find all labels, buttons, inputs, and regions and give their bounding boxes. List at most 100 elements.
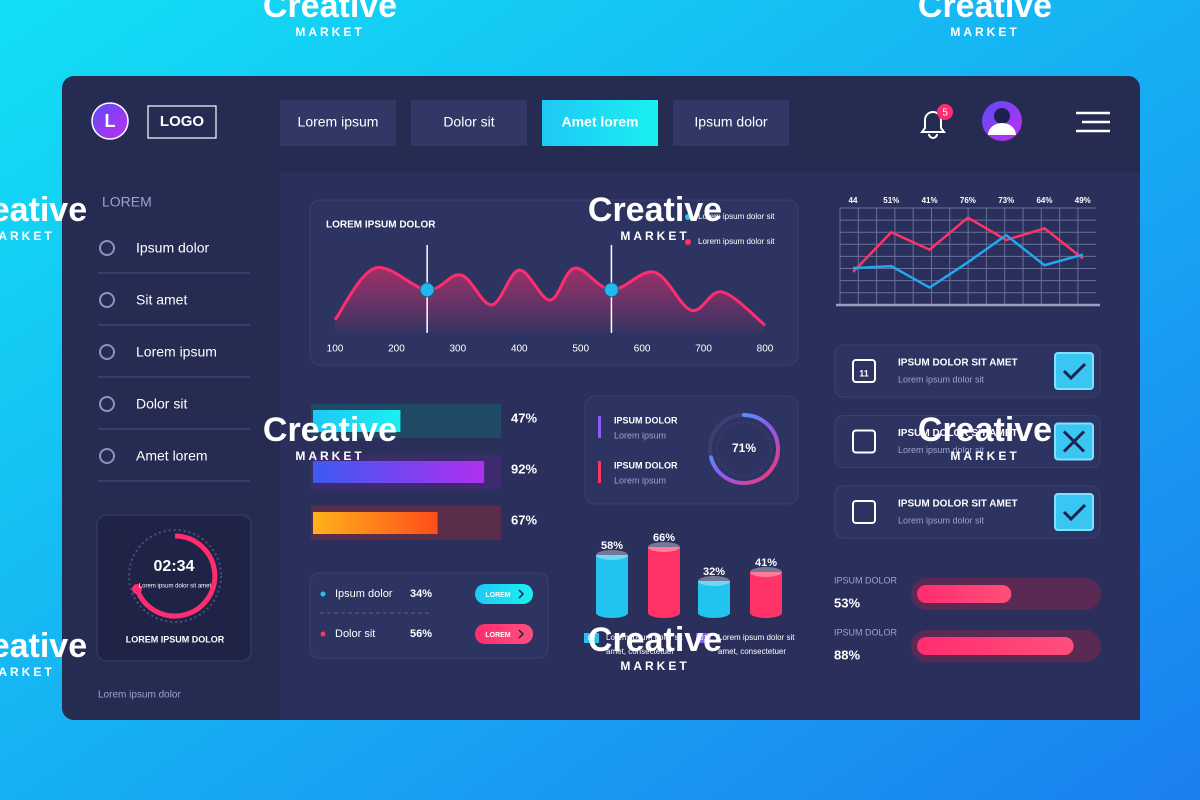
watermark-sub: MARKET <box>620 659 689 673</box>
watermark-sub: MARKET <box>950 25 1019 39</box>
row-label: Ipsum dolor <box>335 588 393 600</box>
marker-dot <box>419 282 435 298</box>
item-title: IPSUM DOLOR <box>614 415 678 425</box>
legend-badge-text: 01 <box>700 635 708 642</box>
watermark: Creative <box>918 0 1052 25</box>
cylinder-top <box>698 576 730 586</box>
column-label: 41% <box>922 196 938 205</box>
clock-card <box>96 514 252 662</box>
nav-tab[interactable] <box>542 100 658 146</box>
sidebar-item[interactable]: Sit amet <box>136 292 187 308</box>
task-checkbox[interactable] <box>1054 352 1094 390</box>
row-value: 34% <box>410 588 432 600</box>
column-label: 44 <box>849 196 858 205</box>
watermark-sub: MARKET <box>295 449 364 463</box>
nav-tab[interactable] <box>673 100 789 146</box>
column-label: 49% <box>1075 196 1091 205</box>
task-icon <box>852 429 876 454</box>
row-button-arrow <box>518 629 525 639</box>
avatar-head <box>994 108 1010 124</box>
check-mark <box>1062 362 1087 381</box>
check-mark <box>1062 503 1087 522</box>
sidebar-heading: LOREM <box>102 194 152 210</box>
line-series <box>852 233 1084 290</box>
row-label: Dolor sit <box>335 628 375 640</box>
x-tick-label: 800 <box>757 344 774 355</box>
column-label: 64% <box>1036 196 1052 205</box>
cylinder <box>698 581 730 613</box>
watermark-sub: MARKET <box>0 229 55 243</box>
cylinder-label: 41% <box>755 557 777 569</box>
level-bar <box>917 585 1012 603</box>
legend-label: Lorem ipsum dolor sit <box>698 237 775 246</box>
nav-tab[interactable] <box>411 100 527 146</box>
nav-tab-label: Ipsum dolor <box>694 114 767 130</box>
level-value: 53% <box>834 595 860 610</box>
x-tick-label: 500 <box>572 344 589 355</box>
progress-label: 47% <box>511 410 537 425</box>
sidebar-icon <box>99 396 115 412</box>
watermark: Creative <box>263 0 397 25</box>
legend-badge <box>696 633 711 643</box>
cylinder-label: 58% <box>601 540 623 552</box>
clock-dot <box>132 584 142 594</box>
row-value: 56% <box>410 628 432 640</box>
row-dot <box>320 591 326 597</box>
column-label: 73% <box>998 196 1014 205</box>
item-accent <box>598 461 601 483</box>
row-dot <box>320 631 326 637</box>
x-tick-label: 600 <box>634 344 651 355</box>
logo-box <box>147 105 217 139</box>
watermark: Creative <box>918 411 1052 449</box>
bell-icon[interactable] <box>920 111 946 139</box>
cylinder-top <box>596 550 628 560</box>
cylinder-top <box>648 542 680 552</box>
watermark: Creative <box>588 191 722 229</box>
row-button[interactable] <box>475 624 533 644</box>
task-title: IPSUM DOLOR SIT AMET <box>898 428 1018 439</box>
watermark: Creative <box>588 621 722 659</box>
sidebar-item[interactable]: Ipsum dolor <box>136 240 209 256</box>
legend-label: Lorem ipsum dolor sit <box>698 212 775 221</box>
task-subtitle: Lorem ipsum dolor sit <box>898 374 985 384</box>
line-series <box>852 216 1084 273</box>
legend-dot <box>685 239 691 245</box>
progress-bar <box>313 512 438 534</box>
clock-ring <box>134 533 218 619</box>
row-button-label: LOREM <box>485 592 510 599</box>
clock-ring-track <box>128 529 222 623</box>
task-icon-label: 11 <box>859 368 869 378</box>
legend-dot <box>685 214 691 220</box>
notification-count: 5 <box>942 108 948 119</box>
x-tick-label: 300 <box>450 344 467 355</box>
legend-text: Lorem ipsum dolor sit <box>718 633 795 642</box>
task-checkbox[interactable] <box>1054 493 1094 531</box>
legend-text: amet, consectetuer <box>718 647 786 656</box>
gauge-arc <box>709 413 780 485</box>
sidebar-icon <box>99 240 115 256</box>
sidebar-item[interactable]: Dolor sit <box>136 396 187 412</box>
watermark-sub: MARKET <box>0 665 55 679</box>
legend-badge <box>584 633 599 643</box>
sidebar-item[interactable]: Lorem ipsum <box>136 344 217 360</box>
task-card <box>834 415 1101 468</box>
task-icon <box>852 359 876 383</box>
task-card <box>834 485 1101 539</box>
sidebar-item[interactable]: Amet lorem <box>136 448 208 464</box>
progress-label: 92% <box>511 461 537 476</box>
x-tick-label: 400 <box>511 344 528 355</box>
avatar-body <box>988 123 1016 135</box>
item-accent <box>598 416 601 438</box>
cylinder-top <box>750 567 782 577</box>
row-button[interactable] <box>475 584 533 604</box>
wave-title: LOREM IPSUM DOLOR <box>326 220 436 231</box>
row-button-arrow <box>518 589 525 599</box>
sidebar-icon <box>99 344 115 360</box>
watermark-sub: MARKET <box>295 25 364 39</box>
sidebar-icon <box>99 292 115 308</box>
nav-tab[interactable] <box>280 100 396 146</box>
watermark: Creative <box>0 191 87 229</box>
